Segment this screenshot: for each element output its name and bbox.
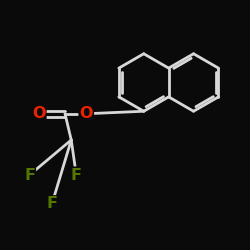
Text: O: O [80, 106, 93, 121]
Text: F: F [71, 168, 82, 182]
Text: F: F [46, 196, 58, 211]
Text: O: O [32, 106, 46, 121]
Text: F: F [24, 168, 35, 182]
